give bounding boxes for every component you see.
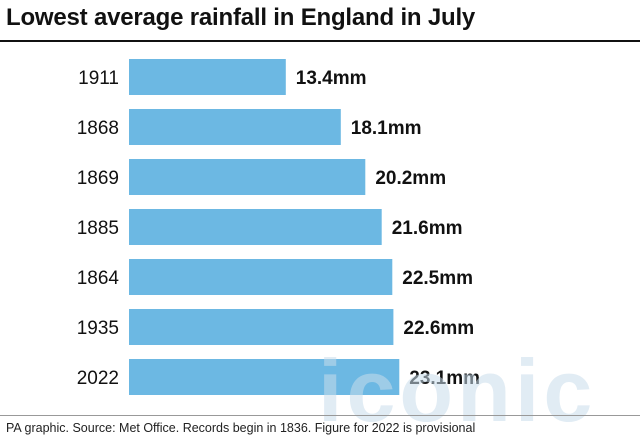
bar-1869 (129, 159, 366, 195)
title-rule (0, 40, 640, 42)
value-label-1869: 20.2mm (375, 168, 446, 189)
bar-1868 (129, 109, 341, 145)
value-label-1868: 18.1mm (351, 118, 422, 139)
chart-title: Lowest average rainfall in England in Ju… (6, 4, 476, 31)
chart-area: 1911 13.4mm 1868 18.1mm 1869 20.2mm 1885 21.6mm… (0, 50, 640, 412)
value-label-1935: 22.6mm (403, 318, 474, 339)
bar-2022 (129, 359, 400, 395)
category-label-1885: 1885 (77, 218, 119, 239)
value-label-1911: 13.4mm (296, 68, 367, 89)
category-label-1911: 1911 (78, 68, 119, 89)
category-label-2022: 2022 (77, 368, 119, 389)
category-label-1935: 1935 (77, 318, 119, 339)
category-label-1869: 1869 (77, 168, 119, 189)
category-label-1868: 1868 (77, 118, 119, 139)
value-label-2022: 23.1mm (409, 368, 480, 389)
value-label-1864: 22.5mm (402, 268, 473, 289)
bar-chart: 1911 13.4mm 1868 18.1mm 1869 20.2mm 1885 21.6mm… (77, 59, 480, 395)
category-label-1864: 1864 (77, 268, 120, 289)
bar-1885 (129, 209, 382, 245)
source-note: PA graphic. Source: Met Office. Records … (6, 421, 476, 435)
footer: PA graphic. Source: Met Office. Records … (0, 415, 640, 444)
bar-1864 (129, 259, 393, 295)
bar-1911 (129, 59, 286, 95)
bar-1935 (129, 309, 394, 345)
value-label-1885: 21.6mm (392, 218, 463, 239)
